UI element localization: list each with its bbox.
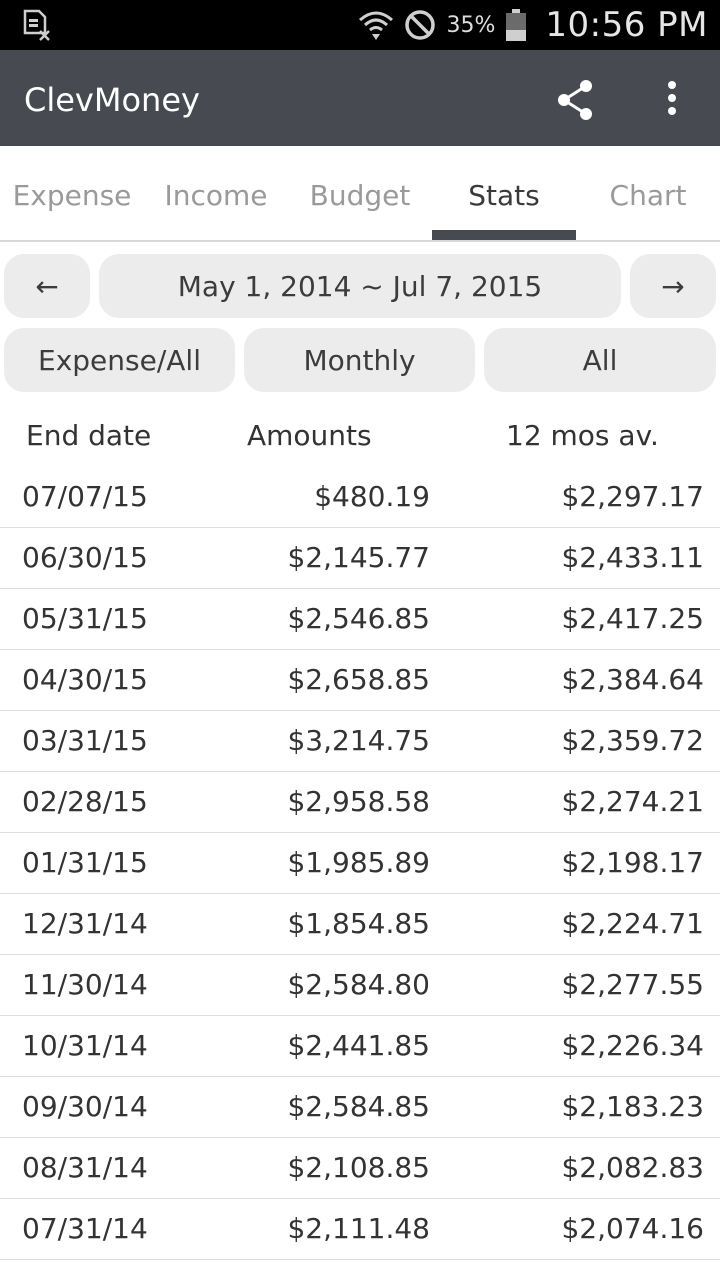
avg-cell: $2,074.16 [561, 1212, 704, 1245]
avg-cell: $2,224.71 [561, 907, 704, 940]
sim-card-off-icon [23, 9, 50, 41]
end-date-cell: 11/30/14 [22, 968, 148, 1001]
tab-indicator [432, 230, 576, 240]
avg-cell: $2,277.55 [561, 968, 704, 1001]
amount-cell: $1,985.89 [287, 846, 430, 879]
date-range-button[interactable]: May 1, 2014 ~ Jul 7, 2015 [99, 254, 621, 318]
end-date-cell: 07/07/15 [22, 480, 148, 513]
table-row[interactable]: 11/30/14 $2,584.80 $2,277.55 [0, 955, 720, 1016]
avg-cell: $2,226.34 [561, 1029, 704, 1062]
table-row[interactable]: 09/30/14 $2,584.85 $2,183.23 [0, 1077, 720, 1138]
amount-cell: $2,546.85 [287, 602, 430, 635]
tab-budget[interactable]: Budget [309, 179, 411, 212]
scope-filter-button[interactable]: All [484, 328, 716, 392]
avg-cell: $2,417.25 [561, 602, 704, 635]
table-row[interactable]: 07/31/14 $2,111.48 $2,074.16 [0, 1199, 720, 1260]
avg-cell: $2,274.21 [561, 785, 704, 818]
table-row[interactable]: 10/31/14 $2,441.85 $2,226.34 [0, 1016, 720, 1077]
table-row[interactable]: 05/31/15 $2,546.85 $2,417.25 [0, 589, 720, 650]
avg-cell: $2,384.64 [561, 663, 704, 696]
table-row[interactable]: 04/30/15 $2,658.85 $2,384.64 [0, 650, 720, 711]
header-amounts: Amounts [247, 419, 372, 452]
end-date-cell: 10/31/14 [22, 1029, 148, 1062]
app-bar: ClevMoney [0, 50, 720, 146]
tab-expense[interactable]: Expense [12, 179, 132, 212]
amount-cell: $480.19 [314, 480, 430, 513]
table-header: End date Amounts 12 mos av. [0, 405, 720, 467]
amount-cell: $2,108.85 [287, 1151, 430, 1184]
do-not-disturb-icon [405, 10, 436, 40]
amount-cell: $2,584.85 [287, 1090, 430, 1123]
tab-stats[interactable]: Stats [468, 179, 540, 212]
avg-cell: $2,433.11 [561, 541, 704, 574]
end-date-cell: 12/31/14 [22, 907, 148, 940]
next-period-button[interactable]: → [630, 254, 716, 318]
amount-cell: $2,441.85 [287, 1029, 430, 1062]
end-date-cell: 02/28/15 [22, 785, 148, 818]
avg-cell: $2,198.17 [561, 846, 704, 879]
tab-chart[interactable]: Chart [609, 179, 687, 212]
amount-cell: $2,111.48 [287, 1212, 430, 1245]
amount-cell: $2,145.77 [287, 541, 430, 574]
avg-cell: $2,297.17 [561, 480, 704, 513]
avg-cell: $2,359.72 [561, 724, 704, 757]
wifi-icon [359, 11, 394, 40]
table-row[interactable]: 08/31/14 $2,108.85 $2,082.83 [0, 1138, 720, 1199]
end-date-cell: 04/30/15 [22, 663, 148, 696]
table-row[interactable]: 03/31/15 $3,214.75 $2,359.72 [0, 711, 720, 772]
end-date-cell: 05/31/15 [22, 602, 148, 635]
tab-bar: Expense Income Budget Stats Chart [0, 146, 720, 242]
amount-cell: $3,214.75 [287, 724, 430, 757]
amount-cell: $2,958.58 [287, 785, 430, 818]
tab-income[interactable]: Income [164, 179, 268, 212]
amount-cell: $1,854.85 [287, 907, 430, 940]
end-date-cell: 09/30/14 [22, 1090, 148, 1123]
table-row[interactable]: 07/07/15 $480.19 $2,297.17 [0, 467, 720, 528]
prev-period-button[interactable]: ← [4, 254, 90, 318]
amount-cell: $2,584.80 [287, 968, 430, 1001]
avg-cell: $2,183.23 [561, 1090, 704, 1123]
table-row[interactable]: 02/28/15 $2,958.58 $2,274.21 [0, 772, 720, 833]
table-row[interactable]: 01/31/15 $1,985.89 $2,198.17 [0, 833, 720, 894]
end-date-cell: 08/31/14 [22, 1151, 148, 1184]
end-date-cell: 03/31/15 [22, 724, 148, 757]
share-icon[interactable] [552, 76, 600, 124]
amount-cell: $2,658.85 [287, 663, 430, 696]
avg-cell: $2,082.83 [561, 1151, 704, 1184]
header-12mos-avg: 12 mos av. [506, 419, 659, 452]
end-date-cell: 07/31/14 [22, 1212, 148, 1245]
header-end-date: End date [26, 419, 152, 452]
clock: 10:56 PM [545, 5, 708, 45]
type-filter-button[interactable]: Expense/All [4, 328, 235, 392]
app-title: ClevMoney [24, 81, 200, 119]
battery-percent: 35% [446, 12, 496, 38]
stats-table: 07/07/15 $480.19 $2,297.17 06/30/15 $2,145.7… [0, 467, 720, 1260]
end-date-cell: 06/30/15 [22, 541, 148, 574]
battery-icon [506, 9, 527, 41]
status-icons: 35% 10:56 PM [358, 0, 708, 50]
status-bar: 35% 10:56 PM [0, 0, 720, 50]
end-date-cell: 01/31/15 [22, 846, 148, 879]
more-vert-icon[interactable] [648, 76, 696, 124]
table-row[interactable]: 06/30/15 $2,145.77 $2,433.11 [0, 528, 720, 589]
period-filter-button[interactable]: Monthly [244, 328, 475, 392]
table-row[interactable]: 12/31/14 $1,854.85 $2,224.71 [0, 894, 720, 955]
